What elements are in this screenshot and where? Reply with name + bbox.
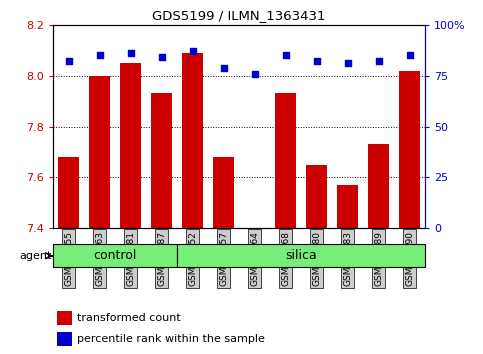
Title: GDS5199 / ILMN_1363431: GDS5199 / ILMN_1363431: [152, 9, 326, 22]
Bar: [53, 244, 177, 267]
Bar: [213, 157, 234, 228]
Text: agent: agent: [19, 251, 52, 261]
Bar: [57, 312, 71, 325]
Bar: [151, 93, 172, 228]
Bar: [398, 70, 420, 228]
Bar: [368, 144, 389, 228]
Bar: [89, 76, 111, 228]
Point: [406, 52, 413, 58]
Point: [375, 59, 383, 64]
Point: [251, 71, 258, 76]
Text: percentile rank within the sample: percentile rank within the sample: [77, 334, 265, 344]
Point: [313, 59, 320, 64]
Bar: [177, 244, 425, 267]
Text: silica: silica: [285, 249, 317, 262]
Point: [282, 52, 289, 58]
Point: [220, 65, 227, 70]
Point: [127, 51, 134, 56]
Text: transformed count: transformed count: [77, 313, 181, 323]
Point: [158, 55, 166, 60]
Point: [96, 52, 103, 58]
Text: control: control: [93, 249, 137, 262]
Bar: [275, 93, 297, 228]
Bar: [182, 53, 203, 228]
Bar: [337, 185, 358, 228]
Point: [189, 48, 197, 54]
Bar: [306, 165, 327, 228]
Point: [65, 59, 72, 64]
Bar: [120, 63, 142, 228]
Bar: [57, 332, 71, 346]
Point: [344, 61, 352, 66]
Bar: [58, 157, 80, 228]
